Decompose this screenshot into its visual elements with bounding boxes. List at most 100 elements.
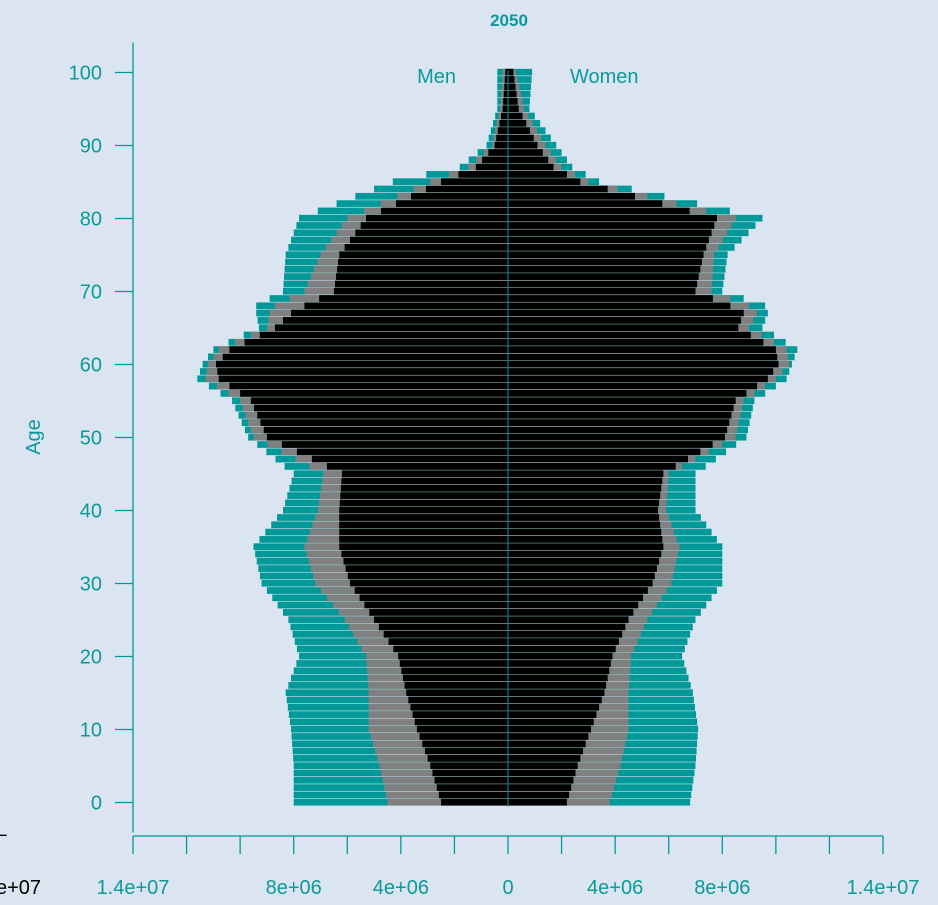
- men-bar-inner: [339, 521, 508, 529]
- women-bar-inner: [508, 441, 713, 448]
- men-bar-inner: [401, 667, 508, 675]
- men-bar-inner: [502, 105, 508, 113]
- women-bar-inner: [508, 156, 549, 164]
- women-bar-inner: [508, 550, 662, 558]
- men-label: Men: [417, 66, 456, 88]
- women-bar-inner: [508, 463, 676, 470]
- men-bar-inner: [504, 76, 508, 83]
- women-bar-inner: [508, 368, 774, 375]
- women-bar-inner: [508, 375, 768, 383]
- men-bar-inner: [359, 594, 508, 602]
- women-bar-outer: [508, 68, 533, 76]
- women-bar-inner: [508, 616, 629, 624]
- men-bar-inner: [274, 324, 508, 332]
- men-bar-inner: [311, 455, 508, 463]
- men-bar-inner: [229, 346, 508, 353]
- x-tick-label: 0: [502, 877, 513, 899]
- men-bar-inner: [259, 331, 508, 339]
- women-bar-inner: [508, 557, 660, 565]
- men-bar-inner: [291, 309, 508, 317]
- men-bar-inner: [250, 397, 508, 405]
- women-bar-inner: [508, 594, 643, 602]
- women-bar-inner: [508, 83, 516, 91]
- women-bar-inner: [508, 382, 758, 390]
- men-bar-inner: [505, 68, 508, 76]
- men-bar-inner: [496, 134, 508, 142]
- men-bar-inner: [411, 192, 508, 200]
- women-bar-inner: [508, 192, 635, 200]
- women-bar-inner: [508, 273, 699, 280]
- axes-group: 1.4e+07 8e+06 4e+06 0 4e+06 8e+06 1.4e+07 0 10 20…: [69, 42, 919, 899]
- men-bar-inner: [427, 755, 508, 762]
- women-bar-inner: [508, 623, 626, 631]
- bars-group: [197, 68, 798, 806]
- men-bar-inner: [458, 171, 508, 178]
- x-tick-label: 1.4e+07: [97, 877, 170, 899]
- women-bar-inner: [508, 689, 605, 697]
- men-bar-inner: [503, 98, 508, 105]
- men-bar-inner: [432, 769, 508, 777]
- women-bar-inner: [508, 419, 730, 426]
- men-bar-inner: [240, 390, 508, 397]
- women-bar-inner: [508, 185, 608, 193]
- women-bar-inner: [508, 798, 567, 806]
- men-bar-inner: [360, 222, 508, 229]
- men-bar-inner: [406, 689, 508, 697]
- men-bar-inner: [333, 287, 508, 295]
- women-bar-inner: [508, 149, 543, 156]
- y-tick-label: 100: [69, 63, 102, 85]
- men-bar-inner: [341, 477, 508, 485]
- women-bar-inner: [508, 258, 702, 266]
- women-bar-inner: [508, 696, 602, 704]
- women-bar-inner: [508, 521, 661, 529]
- women-bar-inner: [508, 127, 530, 134]
- men-bar-inner: [412, 711, 508, 718]
- women-bar-inner: [508, 141, 538, 149]
- women-bar-inner: [508, 667, 610, 675]
- women-bar-inner: [508, 733, 589, 740]
- men-bar-inner: [388, 638, 508, 645]
- women-bar-inner: [508, 280, 698, 288]
- men-bar-inner: [426, 185, 508, 193]
- y-axis-label: Age: [23, 419, 45, 455]
- men-bar-inner: [257, 411, 508, 419]
- men-bar-inner: [216, 360, 509, 368]
- men-bar-inner: [419, 733, 508, 740]
- y-tick-label: 80: [80, 209, 102, 231]
- women-bar-inner: [508, 397, 736, 405]
- chart-title: 2050: [490, 11, 528, 30]
- men-bar-inner: [339, 543, 508, 551]
- women-bar-inner: [508, 433, 725, 441]
- women-bar-inner: [508, 426, 728, 434]
- women-bar-inner: [508, 565, 657, 572]
- men-bar-inner: [260, 419, 508, 426]
- x-tick-label: 4e+06: [373, 877, 429, 899]
- men-bar-inner: [334, 280, 508, 288]
- women-bar-inner: [508, 682, 607, 689]
- men-bar-inner: [403, 674, 508, 682]
- women-bar-inner: [508, 470, 664, 478]
- men-bar-inner: [349, 579, 508, 587]
- men-bar-inner: [436, 784, 508, 791]
- men-bar-inner: [414, 718, 508, 726]
- women-bar-inner: [508, 660, 611, 667]
- men-bar-inner: [499, 119, 508, 127]
- women-bar-inner: [508, 601, 639, 609]
- women-bar-inner: [508, 492, 661, 499]
- women-bar-inner: [508, 674, 608, 682]
- men-bar-inner: [339, 514, 508, 521]
- women-bar-inner: [508, 484, 662, 492]
- women-bar-inner: [508, 338, 764, 346]
- women-bar-inner: [508, 214, 717, 222]
- women-bar-inner: [508, 287, 696, 295]
- men-bar-inner: [398, 652, 508, 660]
- men-bar-inner: [339, 251, 508, 259]
- men-bar-inner: [229, 382, 508, 390]
- women-bar-outer: [508, 83, 532, 91]
- y-tick-label: 10: [80, 720, 102, 742]
- men-bar-inner: [396, 200, 508, 207]
- women-bar-inner: [508, 609, 634, 616]
- women-bar-inner: [508, 506, 658, 514]
- women-bar-inner: [508, 353, 778, 361]
